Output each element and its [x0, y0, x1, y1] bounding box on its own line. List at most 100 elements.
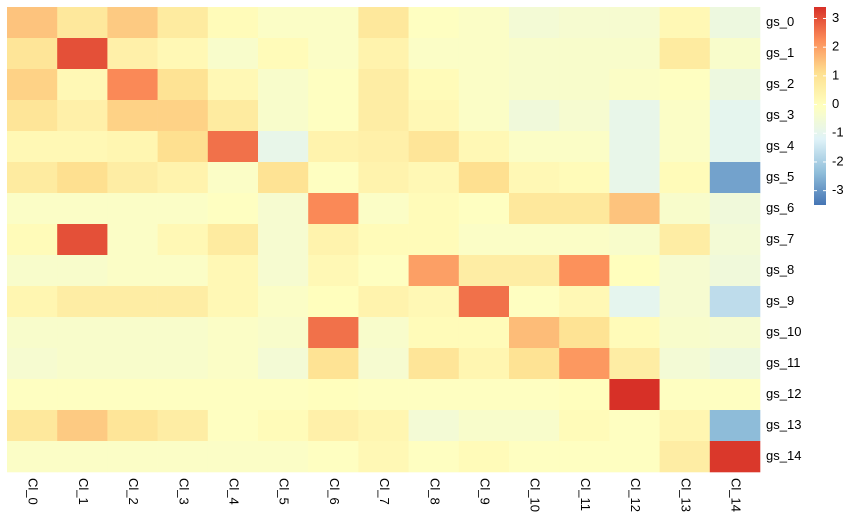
colorbar-tick-label: 1: [832, 67, 839, 82]
heatmap-cell: [258, 255, 309, 287]
heatmap-cell: [258, 7, 309, 39]
heatmap-cell: [107, 379, 158, 411]
heatmap-cell: [207, 131, 259, 163]
heatmap-cell: [157, 131, 209, 163]
heatmap-cell: [107, 162, 158, 194]
heatmap-cell: [107, 410, 158, 442]
heatmap-cell: [659, 162, 711, 194]
heatmap-cell: [709, 7, 761, 39]
row-label: gs_1: [766, 45, 794, 60]
heatmap-cell: [458, 38, 510, 70]
colorbar-tick-label: 0: [832, 96, 839, 111]
heatmap-cell: [157, 379, 209, 411]
heatmap-cell: [258, 441, 309, 473]
heatmap-cell: [709, 348, 761, 380]
heatmap-cell: [57, 224, 108, 256]
colorbar-tick-label: -3: [832, 182, 844, 197]
heatmap-cell: [709, 38, 761, 70]
heatmap-cell: [659, 379, 711, 411]
column-label: Cl_10: [528, 478, 543, 512]
heatmap-cell: [509, 348, 560, 380]
heatmap-cell: [408, 379, 460, 411]
heatmap-cell: [509, 286, 560, 318]
heatmap-cell: [609, 7, 660, 39]
heatmap-cell: [659, 441, 711, 473]
heatmap-cell: [609, 131, 660, 163]
column-label: Cl_6: [327, 478, 342, 505]
heatmap-cell: [308, 317, 359, 349]
heatmap-cell: [609, 38, 660, 70]
heatmap-cell: [609, 286, 660, 318]
heatmap-cell: [57, 317, 108, 349]
heatmap-cell: [709, 100, 761, 132]
heatmap-cell: [609, 69, 660, 101]
heatmap-cell: [408, 224, 460, 256]
heatmap-cell: [308, 100, 359, 132]
row-label: gs_7: [766, 231, 794, 246]
heatmap-cell: [57, 410, 108, 442]
heatmap-cell: [57, 38, 108, 70]
row-label: gs_5: [766, 169, 794, 184]
heatmap-cell: [509, 255, 560, 287]
heatmap-cell: [308, 131, 359, 163]
colorbar: [814, 7, 826, 205]
heatmap-cell: [57, 286, 108, 318]
heatmap-cell: [207, 7, 259, 39]
column-label: Cl_11: [578, 478, 593, 511]
heatmap-cell: [358, 441, 409, 473]
heatmap-cell: [107, 286, 158, 318]
heatmap-cell: [7, 441, 58, 473]
row-label: gs_12: [766, 386, 801, 401]
heatmap-cell: [157, 348, 209, 380]
colorbar-tick-label: -2: [832, 153, 844, 168]
heatmap-cell: [509, 100, 560, 132]
heatmap-cell: [408, 131, 460, 163]
heatmap-cell: [358, 317, 409, 349]
heatmap-cell: [207, 193, 259, 225]
heatmap-cell: [7, 131, 58, 163]
heatmap-cell: [7, 100, 58, 132]
heatmap-cell: [258, 410, 309, 442]
row-label: gs_8: [766, 262, 794, 277]
heatmap-cell: [207, 286, 259, 318]
column-label: Cl_13: [678, 478, 693, 512]
heatmap-cell: [458, 7, 510, 39]
heatmap-cell: [157, 100, 209, 132]
heatmap-cell: [308, 379, 359, 411]
heatmap-cell: [559, 255, 610, 287]
row-label: gs_6: [766, 200, 794, 215]
heatmap-cell: [559, 193, 610, 225]
heatmap-cell: [308, 286, 359, 318]
heatmap-cell: [358, 286, 409, 318]
column-label: Cl_8: [427, 478, 442, 505]
heatmap-cell: [358, 348, 409, 380]
heatmap-cell: [207, 441, 259, 473]
heatmap-cell: [509, 193, 560, 225]
heatmap-cell: [7, 348, 58, 380]
heatmap-cell: [57, 379, 108, 411]
row-label: gs_9: [766, 293, 794, 308]
heatmap-cell: [107, 224, 158, 256]
heatmap-cell: [258, 69, 309, 101]
heatmap-cell: [157, 224, 209, 256]
heatmap-cell: [659, 286, 711, 318]
column-label: Cl_4: [226, 478, 241, 505]
heatmap-cell: [107, 131, 158, 163]
heatmap-cell: [57, 441, 108, 473]
heatmap-cell: [57, 348, 108, 380]
heatmap-cell: [659, 410, 711, 442]
heatmap-cell: [559, 317, 610, 349]
heatmap-cell: [57, 7, 108, 39]
heatmap-cell: [458, 255, 510, 287]
column-label: Cl_0: [26, 478, 41, 505]
heatmap-cell: [559, 162, 610, 194]
heatmap-cell: [709, 131, 761, 163]
colorbar-tick-label: 3: [832, 10, 839, 25]
heatmap-cell: [609, 100, 660, 132]
heatmap-cell: [358, 410, 409, 442]
heatmap-cell: [157, 69, 209, 101]
row-label: gs_11: [766, 355, 800, 370]
heatmap-cell: [308, 348, 359, 380]
heatmap-cell: [157, 286, 209, 318]
column-label: Cl_9: [477, 478, 492, 505]
